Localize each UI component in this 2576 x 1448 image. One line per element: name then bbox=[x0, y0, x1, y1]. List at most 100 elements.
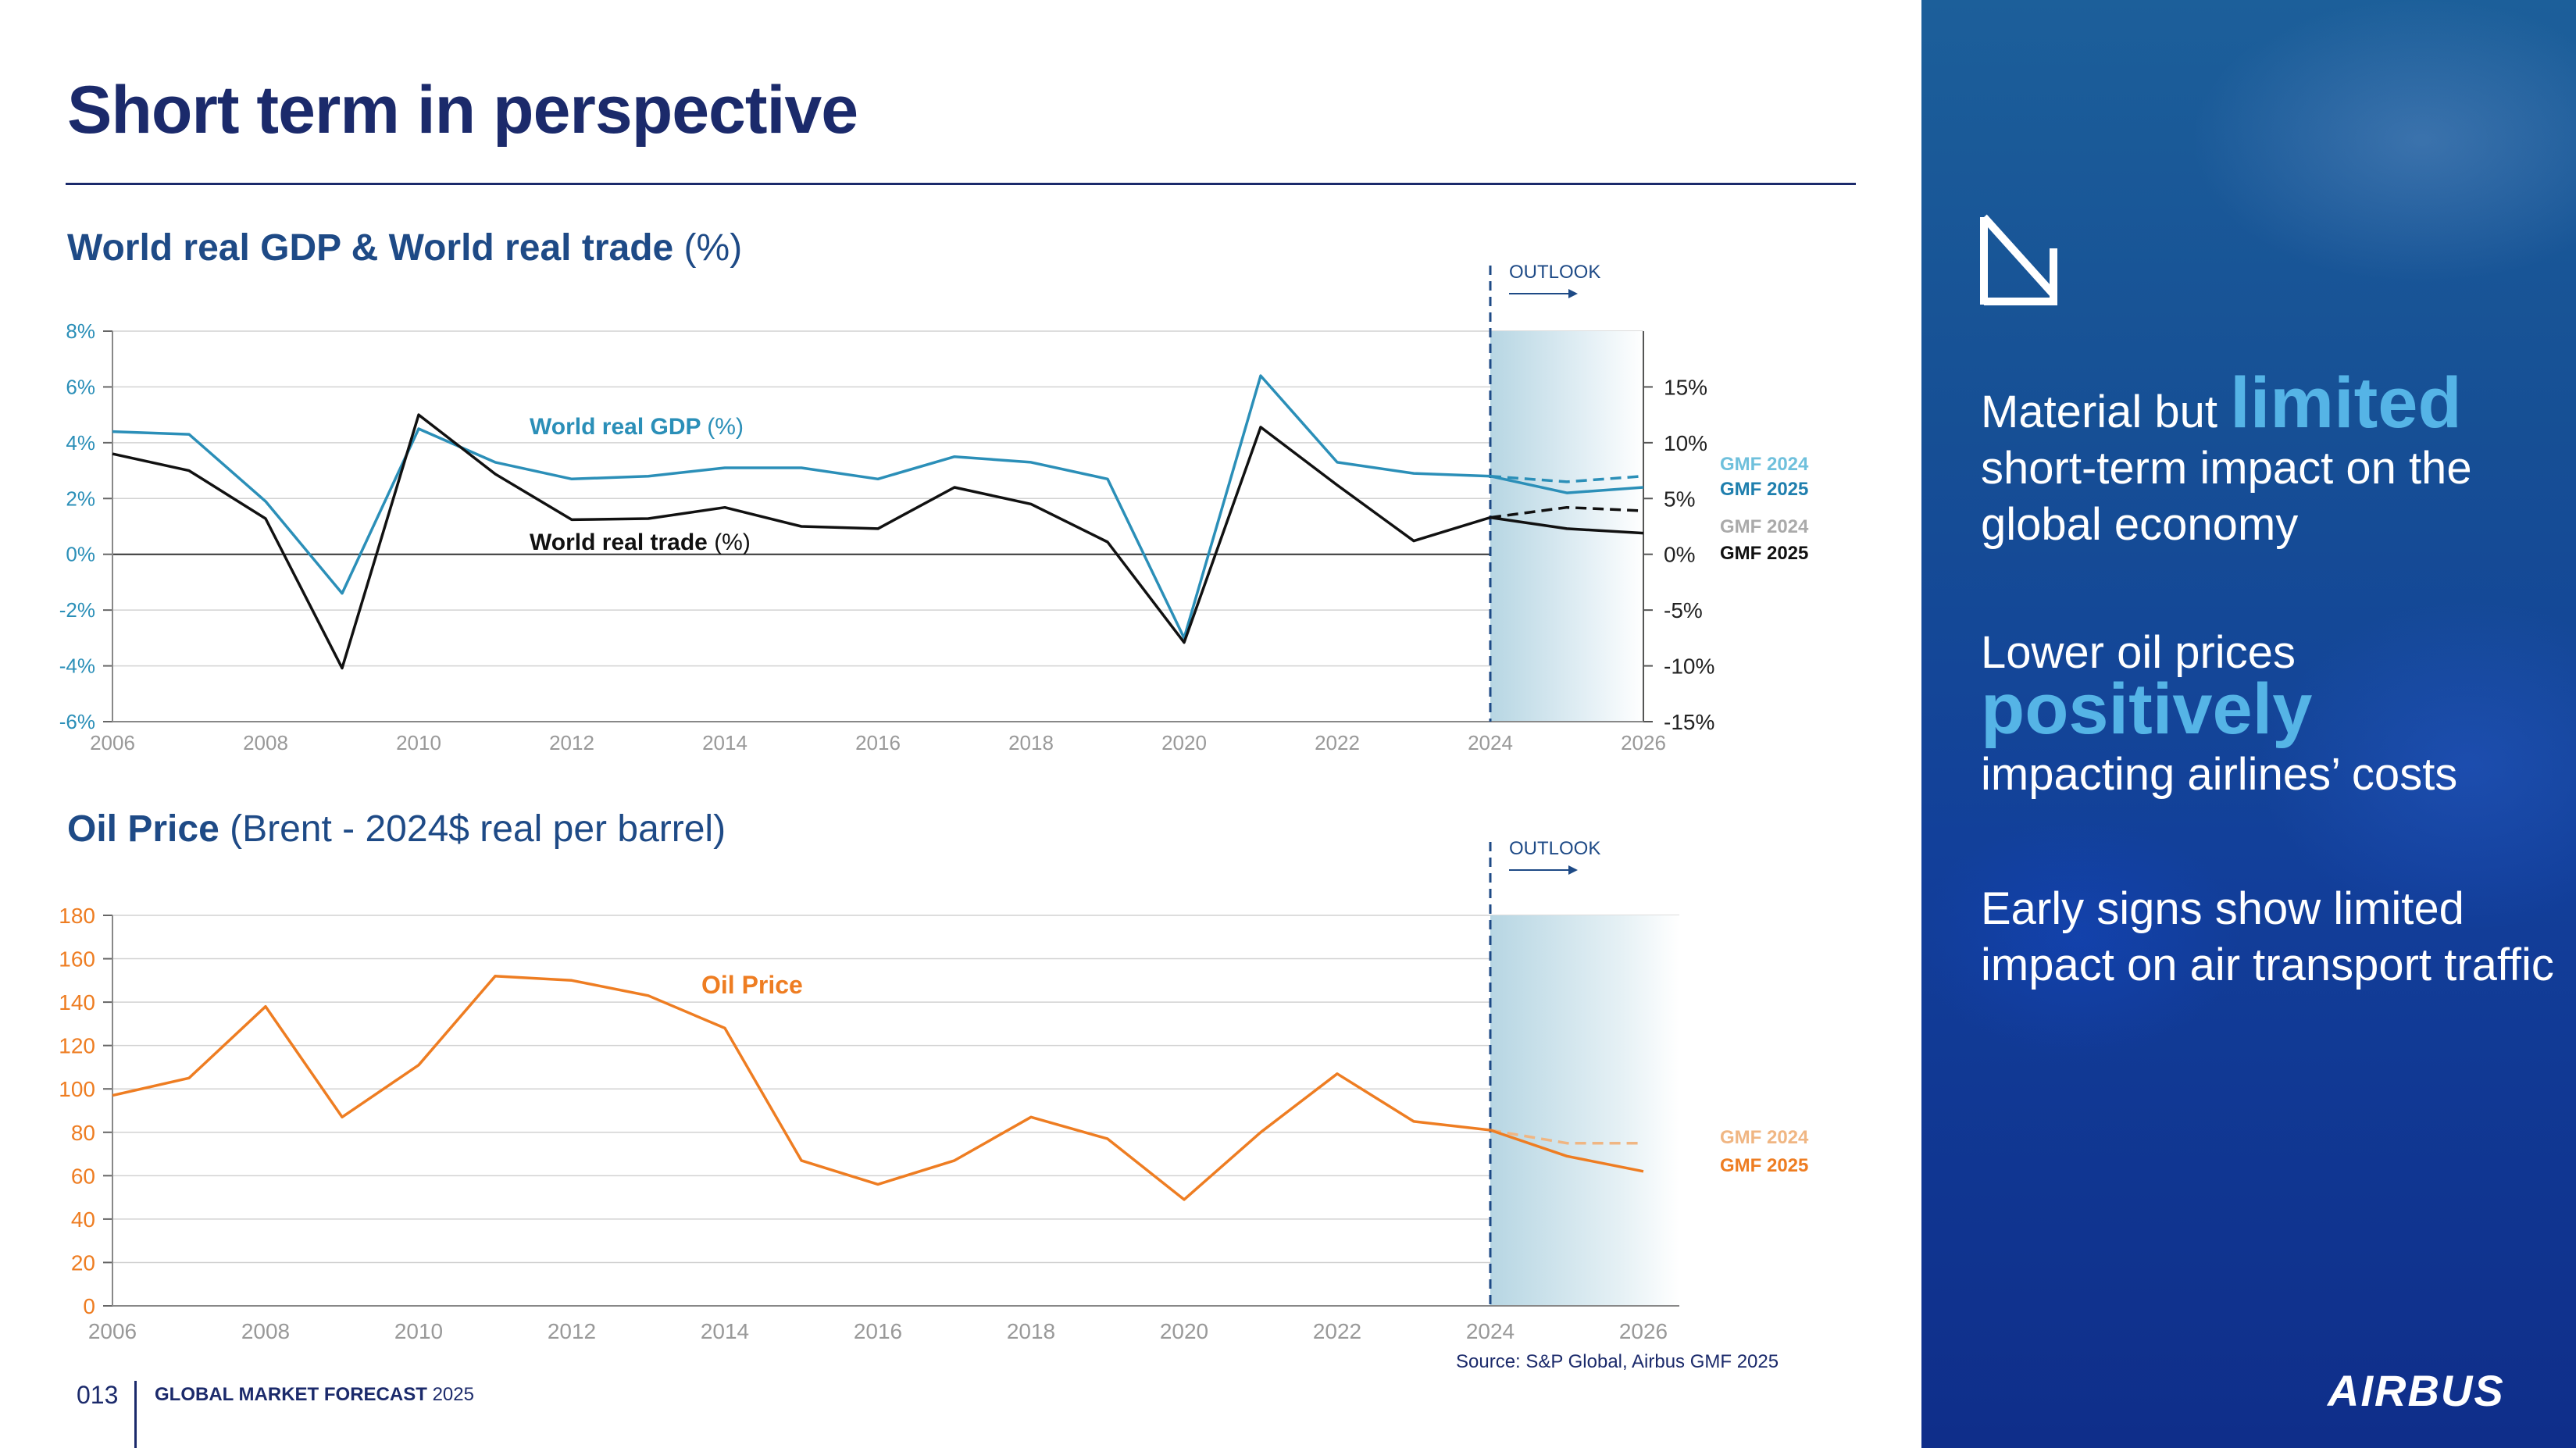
y-tick-label: 40 bbox=[71, 1207, 95, 1232]
y-tick-label: 120 bbox=[59, 1034, 95, 1058]
x-tick-label: 2026 bbox=[1619, 1319, 1668, 1343]
chart1-title-rest: (%) bbox=[683, 227, 743, 269]
footer-title-bold: GLOBAL MARKET FORECAST bbox=[155, 1384, 427, 1405]
series-line-trade-gmf-2024 bbox=[1490, 505, 1644, 519]
footer-divider bbox=[134, 1381, 137, 1448]
series-line-gmf-2024 bbox=[1490, 1129, 1643, 1145]
y-tick-label-left: 0% bbox=[66, 543, 95, 566]
x-tick-label: 2022 bbox=[1315, 731, 1360, 754]
oil-series-label: Oil Price bbox=[701, 971, 803, 999]
y-tick-label-right: 10% bbox=[1664, 431, 1707, 455]
gdp-series-label-bold: World real GDP bbox=[530, 414, 707, 440]
arrow-down-right-icon bbox=[1980, 214, 2057, 305]
panel-point-1: Material but limited short-term impact o… bbox=[1981, 367, 2559, 553]
trade-series-label-unit: (%) bbox=[714, 530, 751, 555]
chart1-title: World real GDP & World real trade (%) bbox=[67, 226, 742, 269]
gdp-trade-chart: 8% 6% 4% 2% 0% -2% -4% -6% 15% 10% 5% 0% -5% -10% -15%… bbox=[59, 262, 1809, 754]
legend-oil-gmf-2024: GMF 2024 bbox=[1720, 1127, 1809, 1148]
y-tick-label-left: 2% bbox=[66, 487, 95, 510]
x-tick-label: 2012 bbox=[548, 1319, 596, 1343]
series-line-world-real-trade bbox=[112, 413, 1491, 670]
outlook-arrow-head bbox=[1568, 865, 1578, 875]
x-tick-label: 2026 bbox=[1621, 731, 1666, 754]
y-tick-label: 60 bbox=[71, 1164, 95, 1188]
footer-year: 2025 bbox=[432, 1384, 474, 1405]
y-tick-label-right: 15% bbox=[1664, 375, 1707, 399]
trade-series-label-bold: World real trade bbox=[530, 530, 714, 555]
y-tick-label-left: 4% bbox=[66, 431, 95, 455]
x-tick-label: 2016 bbox=[855, 731, 901, 754]
page-title: Short term in perspective bbox=[67, 73, 858, 148]
x-tick-label: 2024 bbox=[1466, 1319, 1515, 1343]
panel-point-2-pre: Lower oil prices bbox=[1981, 627, 2296, 678]
x-tick-label: 2012 bbox=[549, 731, 594, 754]
x-tick-label: 2010 bbox=[394, 1319, 443, 1343]
series-line-gdp-gmf-2025 bbox=[1490, 474, 1644, 494]
airbus-logo: AIRBUS bbox=[2328, 1366, 2505, 1415]
source-note: Source: S&P Global, Airbus GMF 2025 bbox=[1456, 1351, 1779, 1372]
x-tick-label: 2008 bbox=[241, 1319, 290, 1343]
y-tick-label: 160 bbox=[59, 947, 95, 972]
x-tick-label: 2014 bbox=[701, 1319, 749, 1343]
y-tick-label: 80 bbox=[71, 1121, 95, 1145]
y-tick-label-right: -15% bbox=[1664, 710, 1714, 734]
title-divider bbox=[66, 183, 1856, 185]
y-tick-label: 140 bbox=[59, 990, 95, 1015]
x-tick-label: 2006 bbox=[90, 731, 135, 754]
y-tick-label: 0 bbox=[83, 1294, 95, 1318]
x-tick-label: 2020 bbox=[1161, 731, 1207, 754]
y-tick-label: 100 bbox=[59, 1077, 95, 1101]
legend-gdp-gmf-2024: GMF 2024 bbox=[1720, 454, 1809, 475]
panel-point-2: Lower oil prices positively impacting ai… bbox=[1981, 625, 2559, 803]
page-number: 013 bbox=[77, 1381, 119, 1409]
panel-point-2-post: impacting airlines’ costs bbox=[1981, 749, 2458, 800]
chart2-title-bold: Oil Price bbox=[67, 808, 219, 850]
series-line-gdp-gmf-2024 bbox=[1490, 474, 1644, 483]
legend-oil-gmf-2025: GMF 2025 bbox=[1720, 1155, 1808, 1176]
y-tick-label: 180 bbox=[59, 904, 95, 928]
series-line-world-real-gdp bbox=[112, 374, 1491, 640]
legend-gdp-gmf-2025: GMF 2025 bbox=[1720, 479, 1808, 500]
chart2-title: Oil Price (Brent - 2024$ real per barrel… bbox=[67, 808, 726, 851]
side-panel: Material but limited short-term impact o… bbox=[1921, 0, 2576, 1448]
y-tick-label: 20 bbox=[71, 1250, 95, 1275]
outlook-label: OUTLOOK bbox=[1509, 262, 1600, 283]
series-line-trade-gmf-2025 bbox=[1490, 515, 1644, 535]
y-tick-label-right: -10% bbox=[1664, 654, 1714, 679]
y-tick-label-left: -4% bbox=[59, 654, 95, 678]
trade-series-label: World real trade (%) bbox=[530, 530, 751, 555]
x-tick-label: 2010 bbox=[396, 731, 441, 754]
legend-trade-gmf-2024: GMF 2024 bbox=[1720, 516, 1809, 537]
y-tick-label-right: -5% bbox=[1664, 598, 1703, 622]
panel-point-1-pre: Material but bbox=[1981, 387, 2231, 437]
chart1-title-bold: World real GDP & World real trade bbox=[67, 227, 674, 269]
x-tick-label: 2014 bbox=[702, 731, 747, 754]
x-tick-label: 2024 bbox=[1468, 731, 1513, 754]
outlook-shade bbox=[1490, 915, 1679, 1306]
y-tick-label-left: 6% bbox=[66, 375, 95, 398]
outlook-arrow-head bbox=[1568, 289, 1578, 298]
outlook-shade bbox=[1490, 331, 1643, 722]
chart2-title-rest: (Brent - 2024$ real per barrel) bbox=[230, 808, 726, 850]
panel-highlight-positively: positively bbox=[1981, 669, 2313, 749]
y-tick-label-right: 5% bbox=[1664, 487, 1695, 511]
x-tick-label: 2008 bbox=[243, 731, 288, 754]
series-line-oil-price bbox=[112, 975, 1491, 1201]
x-tick-label: 2020 bbox=[1160, 1319, 1208, 1343]
series-line-gmf-2025 bbox=[1490, 1129, 1644, 1173]
x-tick-label: 2016 bbox=[854, 1319, 902, 1343]
gdp-series-label: World real GDP (%) bbox=[530, 414, 744, 440]
x-tick-label: 2018 bbox=[1007, 1319, 1055, 1343]
panel-highlight-limited: limited bbox=[2230, 363, 2462, 443]
x-tick-label: 2018 bbox=[1008, 731, 1054, 754]
panel-point-1-post: short-term impact on the global economy bbox=[1981, 443, 2472, 550]
footer-title: GLOBAL MARKET FORECAST 2025 bbox=[155, 1384, 474, 1406]
y-tick-label-left: 8% bbox=[66, 319, 95, 343]
y-tick-label-right: 0% bbox=[1664, 543, 1695, 567]
gdp-series-label-unit: (%) bbox=[707, 414, 744, 440]
y-tick-label-left: -6% bbox=[59, 710, 95, 733]
outlook-label: OUTLOOK bbox=[1509, 838, 1600, 859]
legend-trade-gmf-2025: GMF 2025 bbox=[1720, 543, 1808, 564]
x-tick-label: 2006 bbox=[88, 1319, 137, 1343]
